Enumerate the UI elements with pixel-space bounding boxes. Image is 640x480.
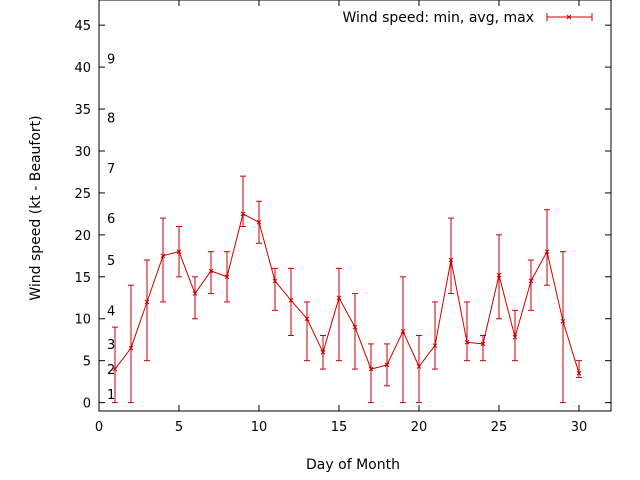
data-point — [256, 219, 262, 225]
data-point — [368, 366, 374, 372]
error-bar — [128, 284, 134, 404]
data-point — [464, 339, 470, 345]
beaufort-label: 5 — [107, 254, 115, 269]
data-point — [544, 249, 550, 254]
error-bar — [336, 267, 342, 362]
data-point — [528, 278, 534, 284]
error-bar — [480, 335, 486, 362]
data-point — [112, 366, 118, 372]
beaufort-label: 7 — [107, 162, 115, 177]
error-bar — [112, 326, 118, 404]
error-bar — [192, 276, 198, 320]
y-tick-label: 35 — [74, 103, 91, 118]
avg-series-line — [114, 213, 580, 374]
error-bar — [448, 217, 454, 295]
data-point — [448, 257, 454, 263]
error-bar — [272, 267, 278, 311]
y-tick-label: 40 — [74, 61, 91, 76]
data-point — [272, 278, 278, 284]
error-bars — [112, 175, 582, 404]
data-point — [400, 328, 406, 334]
y-tick-label: 25 — [74, 187, 91, 202]
error-bar — [544, 209, 550, 286]
x-tick-label: 0 — [95, 420, 103, 435]
beaufort-label: 9 — [107, 53, 115, 68]
data-point — [144, 299, 150, 305]
data-point — [416, 364, 422, 369]
error-bar — [160, 217, 166, 303]
legend-label: Wind speed: min, avg, max — [342, 10, 534, 26]
x-tick-label: 20 — [411, 420, 428, 435]
error-bar — [400, 276, 406, 404]
beaufort-label: 2 — [107, 363, 115, 378]
data-point — [192, 291, 198, 296]
y-tick-label: 20 — [74, 229, 91, 244]
data-point — [128, 345, 134, 351]
beaufort-label: 4 — [107, 304, 115, 319]
error-bar — [352, 293, 358, 370]
avg-series-points — [112, 211, 582, 376]
data-point — [208, 268, 214, 274]
x-tick-label: 25 — [491, 420, 508, 435]
error-bar — [576, 360, 582, 378]
legend-sample — [546, 13, 593, 21]
data-point — [240, 211, 246, 217]
data-point — [288, 297, 294, 303]
data-point — [352, 324, 358, 330]
data-point — [480, 341, 486, 347]
data-point — [560, 318, 566, 324]
error-bar — [368, 343, 374, 404]
data-point — [304, 316, 310, 322]
x-tick-label: 5 — [175, 420, 183, 435]
beaufort-labels: 1 2 3 4 5 6 7 8 9 — [107, 53, 115, 404]
error-bar — [560, 251, 566, 404]
error-bar — [240, 175, 246, 227]
x-axis-ticks: 0 5 10 15 20 25 30 — [95, 0, 587, 435]
data-point — [160, 253, 166, 259]
y-tick-label: 45 — [74, 19, 91, 34]
data-point — [176, 249, 182, 254]
y-tick-label: 5 — [83, 355, 91, 370]
beaufort-label: 8 — [107, 111, 115, 126]
data-point — [384, 362, 390, 368]
data-point — [432, 343, 438, 348]
error-bar — [416, 335, 422, 404]
error-bar — [288, 267, 294, 337]
x-tick-label: 15 — [331, 420, 348, 435]
legend: Wind speed: min, avg, max — [342, 10, 593, 26]
error-bar — [208, 251, 214, 295]
data-point — [320, 349, 326, 355]
y-tick-label: 30 — [74, 145, 91, 160]
error-bar — [432, 301, 438, 370]
y-tick-label: 0 — [83, 397, 91, 412]
beaufort-label: 1 — [107, 388, 115, 403]
data-point — [336, 295, 342, 301]
y-tick-label: 15 — [74, 271, 91, 286]
error-bar — [528, 259, 534, 311]
data-point — [576, 370, 582, 376]
error-bar — [144, 259, 150, 362]
data-point — [496, 272, 502, 278]
x-tick-label: 10 — [251, 420, 268, 435]
x-axis-label: Day of Month — [306, 457, 400, 473]
beaufort-label: 6 — [107, 212, 115, 227]
y-axis-label: Wind speed (kt - Beaufort) — [28, 115, 44, 300]
y-tick-label: 10 — [74, 313, 91, 328]
data-point — [224, 274, 230, 280]
x-tick-label: 30 — [571, 420, 588, 435]
error-bar — [464, 301, 470, 362]
beaufort-label: 3 — [107, 338, 115, 353]
error-bar — [304, 301, 310, 362]
data-point — [512, 334, 518, 340]
plot-frame — [98, 0, 612, 412]
